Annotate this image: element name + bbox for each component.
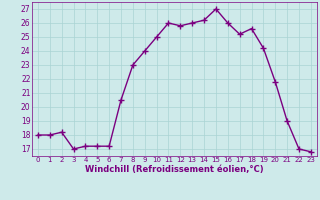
X-axis label: Windchill (Refroidissement éolien,°C): Windchill (Refroidissement éolien,°C) [85, 165, 264, 174]
